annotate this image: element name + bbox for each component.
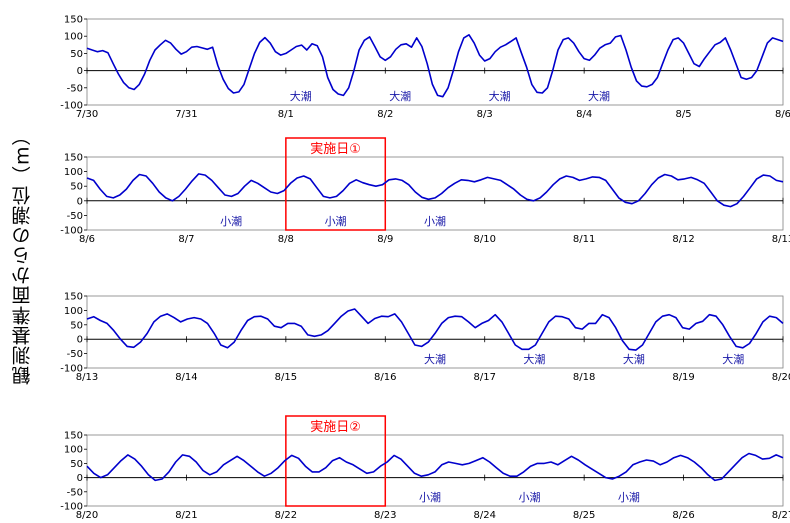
x-tick-label: 8/20 <box>76 510 98 521</box>
x-tick-label: 8/21 <box>175 510 197 521</box>
tide-phase-label: 大潮 <box>722 352 744 366</box>
x-tick-label: 7/31 <box>175 109 197 120</box>
plot-frame <box>86 18 784 106</box>
x-tick-label: 8/11 <box>573 234 595 245</box>
x-tick-label: 8/12 <box>672 234 694 245</box>
y-tick-label: 0 <box>77 335 83 346</box>
highlight-box <box>285 137 387 231</box>
tide-phase-label: 大潮 <box>424 352 446 366</box>
tide-phase-label: 小潮 <box>325 214 347 228</box>
x-tick-label: 8/14 <box>175 372 197 383</box>
x-tick-label: 8/26 <box>672 510 694 521</box>
plot-frame <box>86 295 784 369</box>
tide-series-line <box>86 308 784 351</box>
tide-series-line <box>86 452 784 482</box>
y-tick-label: 100 <box>64 32 83 43</box>
x-tick-label: 8/17 <box>473 372 495 383</box>
y-tick-label: -50 <box>67 83 83 94</box>
y-tick-label: 150 <box>64 431 83 442</box>
tide-phase-label: 大潮 <box>623 352 645 366</box>
y-tick-label: 150 <box>64 153 83 164</box>
tide-phase-label: 大潮 <box>588 89 610 103</box>
y-tick-label: -100 <box>60 226 83 237</box>
y-tick-label: -50 <box>67 487 83 498</box>
tide-phase-label: 大潮 <box>489 89 511 103</box>
x-tick-label: 8/6 <box>79 234 95 245</box>
x-tick-label: 8/7 <box>178 234 194 245</box>
plot-frame <box>86 156 784 231</box>
tide-phase-label: 小潮 <box>518 490 540 504</box>
tide-phase-label: 小潮 <box>419 490 441 504</box>
highlight-label: 実施日① <box>310 141 361 157</box>
x-tick-label: 8/25 <box>573 510 595 521</box>
x-tick-label: 8/20 <box>772 372 790 383</box>
x-tick-label: 8/24 <box>473 510 495 521</box>
tide-phase-label: 大潮 <box>389 89 411 103</box>
x-tick-label: 8/3 <box>477 109 493 120</box>
x-tick-label: 8/15 <box>275 372 297 383</box>
tide-phase-label: 大潮 <box>523 352 545 366</box>
highlight-box <box>285 415 387 507</box>
y-tick-label: -50 <box>67 211 83 222</box>
y-tick-label: -50 <box>67 349 83 360</box>
plot-frame <box>86 434 784 507</box>
x-tick-label: 8/4 <box>576 109 592 120</box>
x-tick-label: 8/2 <box>377 109 393 120</box>
x-tick-label: 8/13 <box>76 372 98 383</box>
x-tick-label: 8/16 <box>374 372 396 383</box>
y-tick-label: 50 <box>70 49 83 60</box>
x-tick-label: 7/30 <box>76 109 98 120</box>
x-tick-label: 8/23 <box>374 510 396 521</box>
y-tick-label: 100 <box>64 445 83 456</box>
tide-phase-label: 小潮 <box>424 214 446 228</box>
x-tick-label: 8/19 <box>672 372 694 383</box>
tide-series-line <box>86 34 784 98</box>
tide-series-line <box>86 173 784 208</box>
x-tick-label: 8/9 <box>377 234 393 245</box>
y-tick-label: -100 <box>60 101 83 112</box>
tide-phase-label: 小潮 <box>220 214 242 228</box>
y-tick-label: -100 <box>60 364 83 375</box>
x-tick-label: 8/18 <box>573 372 595 383</box>
x-tick-label: 8/5 <box>676 109 692 120</box>
tide-phase-label: 小潮 <box>618 490 640 504</box>
y-tick-label: -100 <box>60 502 83 513</box>
x-tick-label: 8/27 <box>772 510 790 521</box>
x-tick-label: 8/13 <box>772 234 790 245</box>
y-tick-label: 150 <box>64 15 83 26</box>
y-tick-label: 50 <box>70 182 83 193</box>
y-tick-label: 0 <box>77 66 83 77</box>
y-tick-label: 150 <box>64 292 83 303</box>
y-tick-label: 100 <box>64 167 83 178</box>
highlight-label: 実施日② <box>310 419 361 435</box>
x-tick-label: 8/10 <box>473 234 495 245</box>
tide-phase-label: 大潮 <box>290 89 312 103</box>
y-tick-label: 50 <box>70 459 83 470</box>
y-tick-label: 0 <box>77 473 83 484</box>
y-tick-label: 0 <box>77 196 83 207</box>
x-tick-label: 8/8 <box>278 234 294 245</box>
x-tick-label: 8/6 <box>775 109 790 120</box>
y-tick-label: 50 <box>70 320 83 331</box>
y-tick-label: 100 <box>64 306 83 317</box>
x-tick-label: 8/22 <box>275 510 297 521</box>
x-tick-label: 8/1 <box>278 109 294 120</box>
